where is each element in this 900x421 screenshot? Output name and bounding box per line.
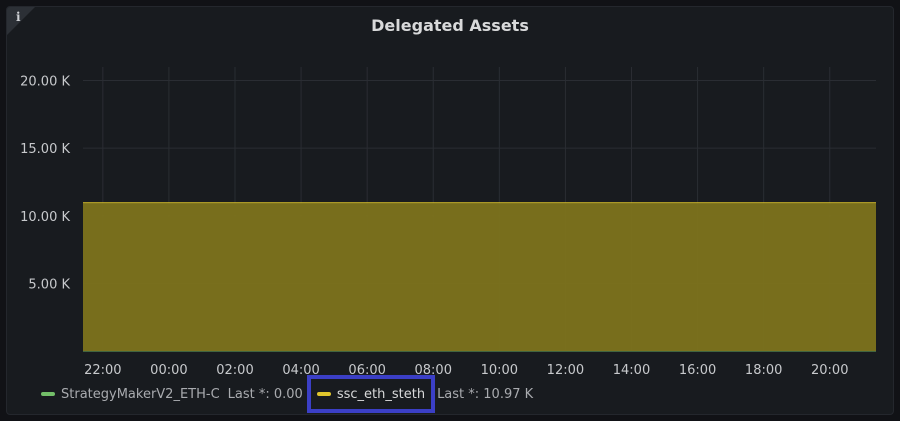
x-tick-label: 22:00	[84, 363, 121, 378]
x-tick-label: 02:00	[216, 363, 253, 378]
x-tick-label: 10:00	[481, 363, 518, 378]
legend-series-name: ssc_eth_steth	[336, 386, 426, 402]
x-tick-label: 16:00	[679, 363, 716, 378]
x-tick-label: 18:00	[745, 363, 782, 378]
legend-last-value: Last *: 10.97 K	[437, 386, 534, 402]
legend-swatch-strategymaker	[41, 392, 55, 396]
x-tick-label: 04:00	[282, 363, 319, 378]
x-tick-label: 14:00	[613, 363, 650, 378]
legend-last-value: Last *: 0.00	[227, 386, 303, 402]
x-tick-label: 00:00	[150, 363, 187, 378]
chart-plot: 5.00 K 10.00 K 15.00 K 20.00 K 22:00 00:00 02:…	[20, 67, 876, 378]
x-tick-label: 08:00	[415, 363, 452, 378]
panel-title[interactable]: Delegated Assets	[371, 16, 529, 35]
y-tick-label: 15.00 K	[20, 142, 70, 157]
y-tick-label: 5.00 K	[28, 277, 70, 292]
info-icon[interactable]: i	[16, 10, 21, 24]
x-tick-label: 20:00	[811, 363, 848, 378]
y-tick-label: 20.00 K	[20, 75, 70, 90]
series-area	[83, 202, 876, 351]
y-tick-label: 10.00 K	[20, 210, 70, 225]
legend-swatch-ssc-eth-steth	[316, 392, 331, 396]
chart-legend: StrategyMakerV2_ETH-C Last *: 0.00 ssc_e…	[41, 375, 543, 413]
x-tick-label: 06:00	[348, 363, 385, 378]
legend-series-name: StrategyMakerV2_ETH-C	[61, 386, 220, 402]
chart-panel: i Delegated Assets 5.00 K 10.00 K 15.00 K 2…	[6, 6, 894, 415]
info-corner[interactable]	[7, 7, 35, 35]
legend-item-ssc-eth-steth[interactable]: ssc_eth_steth	[306, 375, 436, 413]
legend-item-strategymaker[interactable]: StrategyMakerV2_ETH-C Last *: 0.00	[41, 382, 313, 406]
x-tick-label: 12:00	[547, 363, 584, 378]
